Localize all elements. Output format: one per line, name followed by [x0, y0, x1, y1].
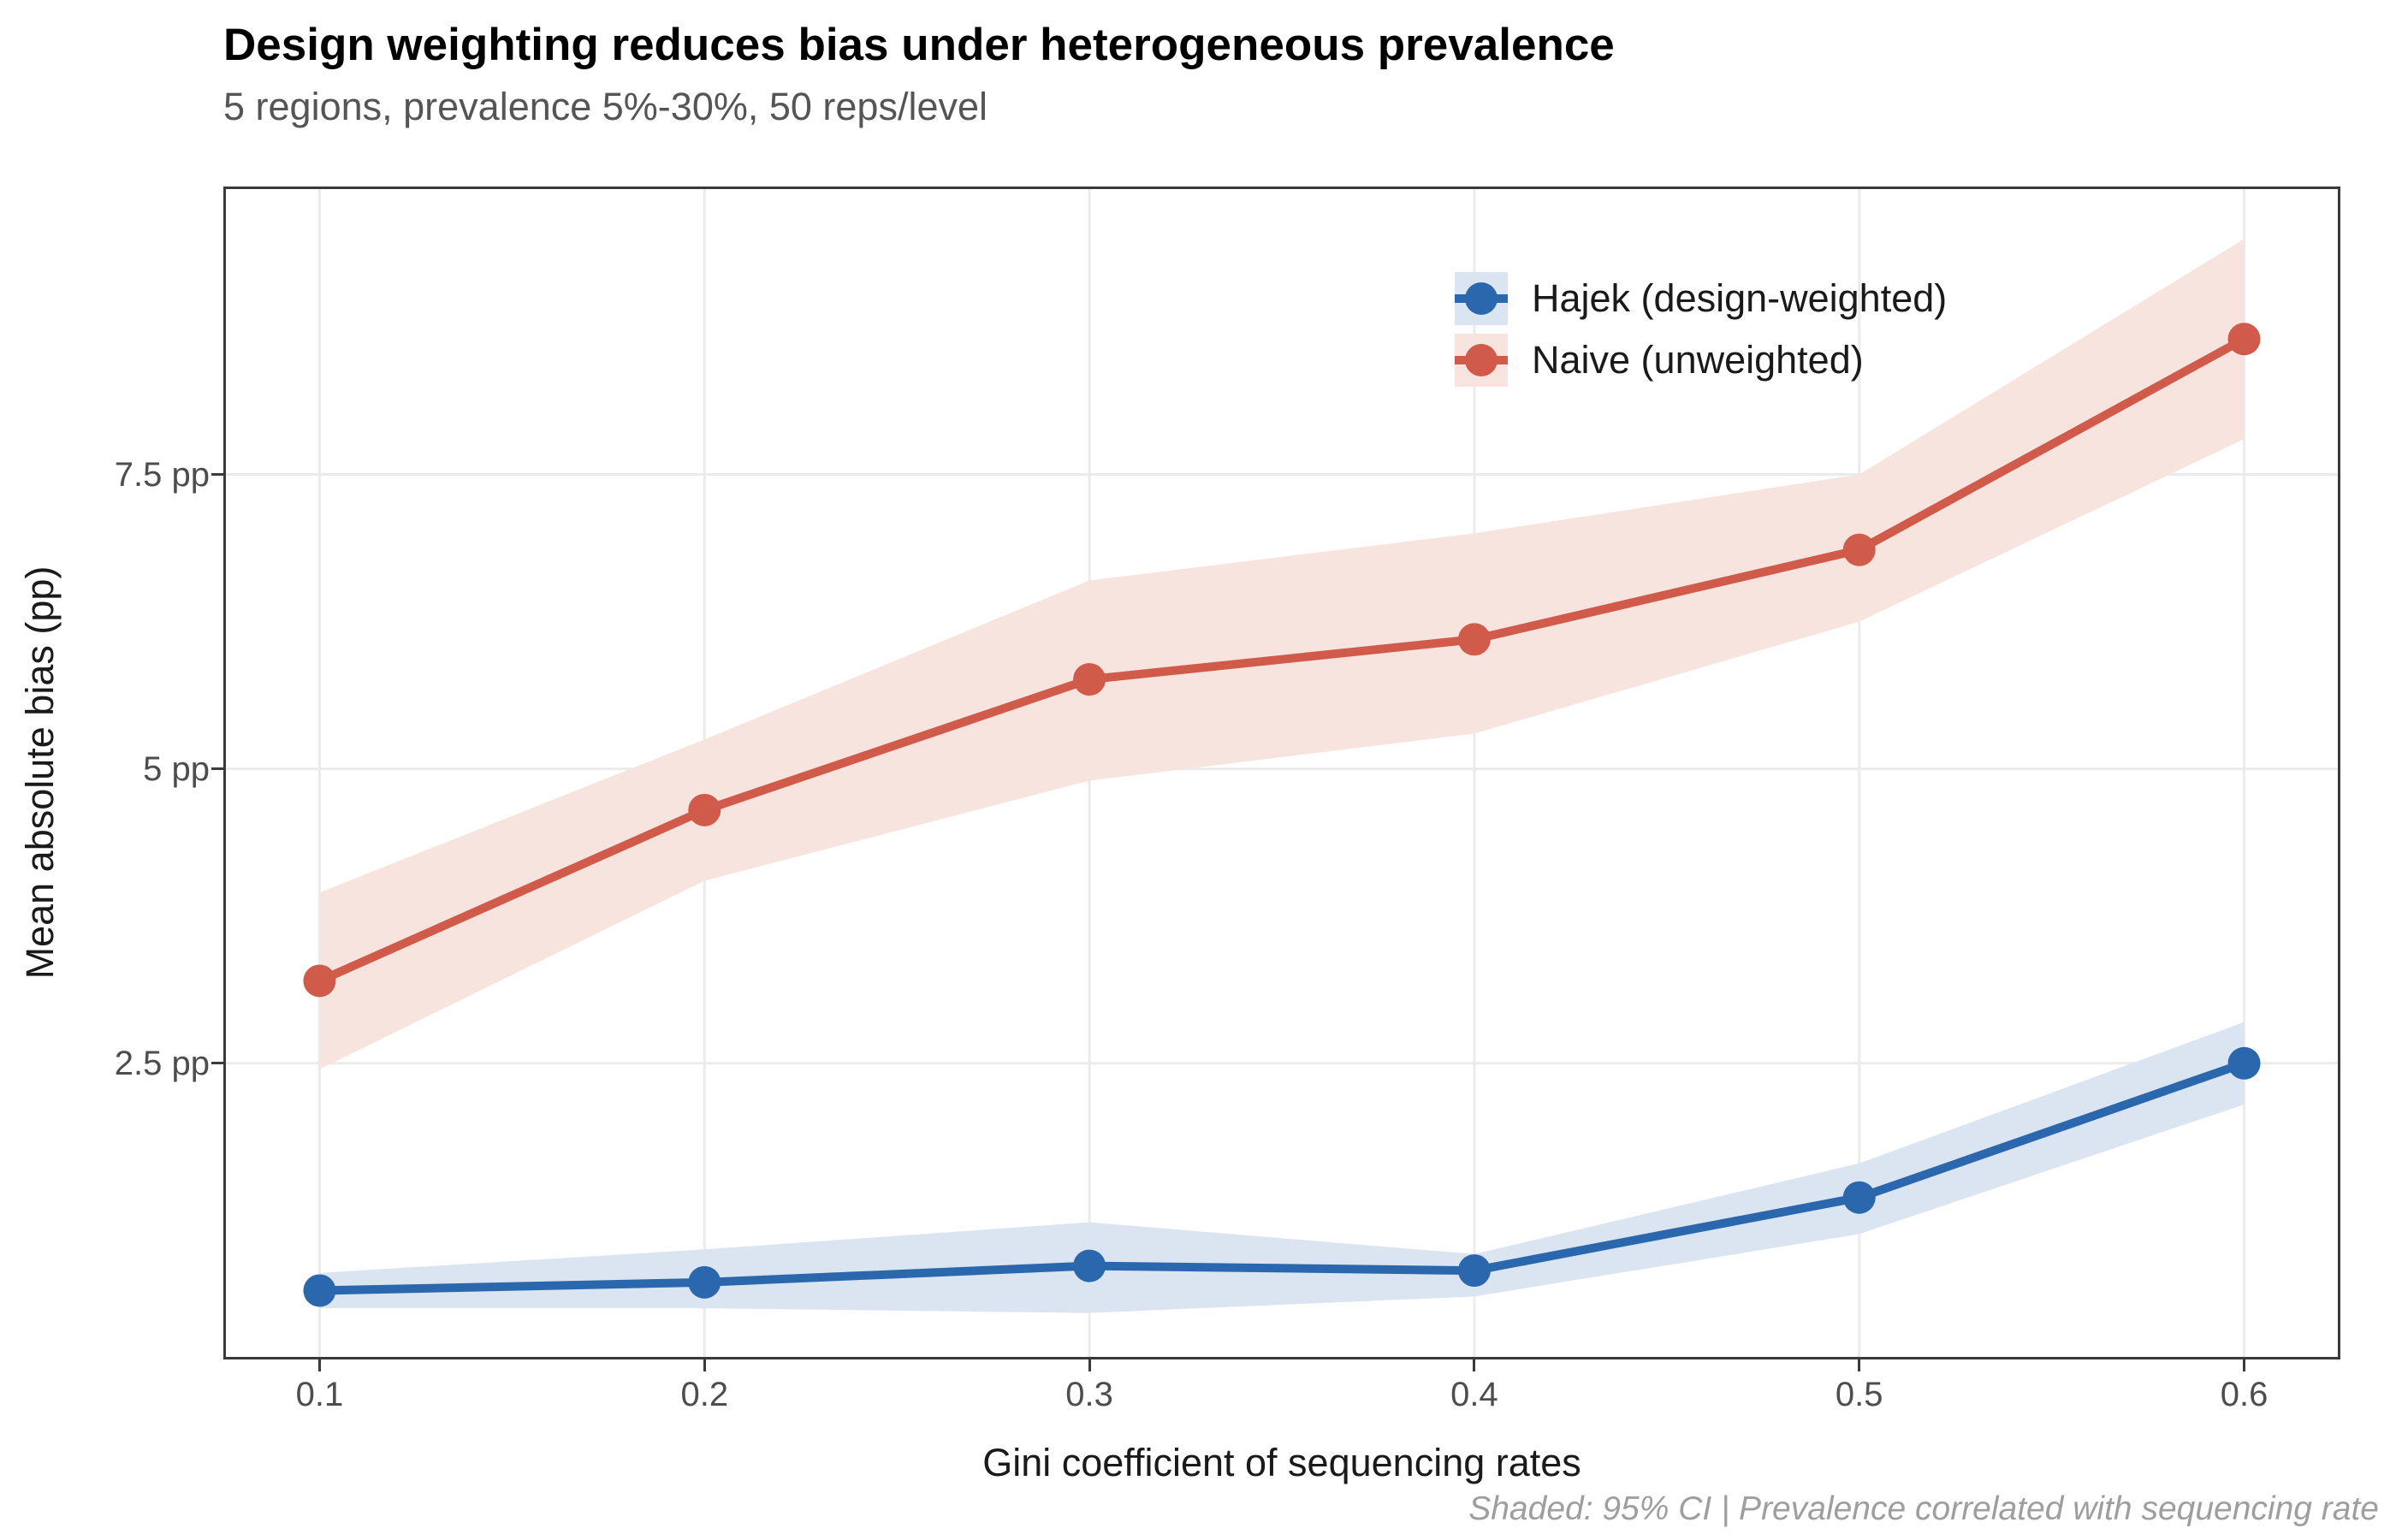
y-tick-label: 2.5 pp	[114, 1044, 210, 1082]
data-point	[1457, 623, 1491, 656]
data-point	[1842, 533, 1876, 566]
y-axis-title: Mean absolute bias (pp)	[18, 566, 62, 980]
plot-canvas	[223, 187, 2340, 1359]
y-tick-mark	[211, 1062, 223, 1065]
x-tick-mark	[1088, 1359, 1091, 1371]
data-point	[303, 1274, 336, 1307]
series-line	[315, 335, 2249, 986]
chart-title: Design weighting reduces bias under hete…	[223, 20, 1615, 70]
legend-item-naive: Naive (unweighted)	[1455, 334, 1947, 387]
chart-subtitle: 5 regions, prevalence 5%-30%, 50 reps/le…	[223, 85, 988, 128]
data-point	[2227, 1046, 2261, 1080]
data-point	[303, 964, 336, 998]
legend-item-hajek: Hajek (design-weighted)	[1455, 272, 1947, 325]
data-point	[688, 1265, 721, 1299]
legend-dot-icon	[1465, 282, 1498, 315]
data-point	[2227, 323, 2261, 356]
y-tick-label: 5 pp	[143, 749, 210, 788]
y-tick-mark	[211, 767, 223, 771]
y-tick-mark	[211, 473, 223, 477]
x-tick-label: 0.2	[680, 1376, 729, 1413]
data-point	[1842, 1181, 1876, 1214]
x-tick-label: 0.5	[1835, 1376, 1883, 1413]
x-tick-mark	[703, 1359, 706, 1371]
plot-panel	[223, 187, 2340, 1359]
data-point	[1073, 663, 1106, 696]
x-tick-mark	[1473, 1359, 1476, 1371]
x-tick-label: 0.6	[2220, 1376, 2268, 1413]
legend-key-naive	[1455, 334, 1508, 387]
x-tick-mark	[1858, 1359, 1861, 1371]
x-tick-label: 0.1	[295, 1376, 344, 1413]
y-tick-label: 7.5 pp	[114, 455, 210, 494]
chart-caption: Shaded: 95% CI | Prevalence correlated w…	[1468, 1490, 2379, 1527]
legend-key-hajek	[1455, 272, 1508, 325]
x-tick-label: 0.4	[1450, 1376, 1498, 1413]
legend-dot-icon	[1465, 344, 1498, 376]
data-point	[688, 793, 721, 826]
legend: Hajek (design-weighted) Naive (unweighte…	[1455, 272, 1947, 395]
ci-ribbon	[319, 1022, 2245, 1313]
x-tick-label: 0.3	[1065, 1376, 1113, 1413]
x-tick-mark	[317, 1359, 321, 1371]
data-point	[1073, 1249, 1106, 1282]
legend-label-hajek: Hajek (design-weighted)	[1532, 276, 1948, 320]
panel-border	[223, 187, 2340, 1359]
x-tick-mark	[2243, 1359, 2246, 1371]
legend-label-naive: Naive (unweighted)	[1532, 338, 1864, 382]
x-axis-title: Gini coefficient of sequencing rates	[982, 1441, 1581, 1484]
series-line	[315, 1058, 2249, 1295]
data-point	[1457, 1254, 1491, 1288]
ci-ribbon	[319, 239, 2245, 1069]
